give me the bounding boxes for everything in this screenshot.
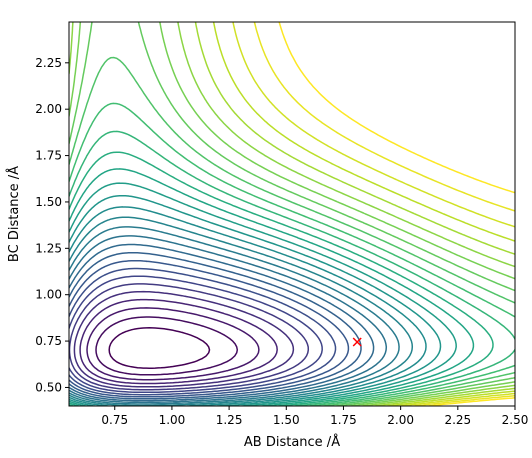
- contour-line: [69, 194, 442, 406]
- x-axis-ticks: 0.75 1.00 1.25 1.50 1.75 2.00 2.25 2.50: [101, 406, 528, 427]
- y-tick-label: 1.75: [35, 149, 62, 163]
- x-tick-label: 1.00: [159, 413, 186, 427]
- contour-line: [69, 182, 457, 406]
- contour-line: [69, 168, 475, 406]
- contour-line: [95, 316, 239, 376]
- x-axis-label: AB Distance /Å: [244, 434, 340, 450]
- x-tick-label: 2.50: [502, 413, 529, 427]
- y-axis-ticks: 0.50 0.75 1.00 1.25 1.50 1.75 2.00 2.25: [35, 56, 69, 394]
- contour-line: [69, 235, 388, 404]
- contour-line: [69, 275, 323, 394]
- contour-line: [69, 226, 400, 405]
- contour-line: [69, 283, 310, 391]
- x-tick-label: 1.75: [330, 413, 357, 427]
- contour-line: [73, 290, 295, 388]
- contour-line: [253, 22, 515, 406]
- y-tick-label: 1.25: [35, 241, 62, 255]
- x-tick-label: 2.25: [444, 413, 471, 427]
- contour-line: [212, 22, 515, 406]
- contour-line: [69, 206, 427, 406]
- y-tick-label: 1.50: [35, 195, 62, 209]
- minimum-marker: [352, 337, 362, 347]
- y-tick-label: 1.00: [35, 288, 62, 302]
- y-axis-label: BC Distance /Å: [6, 166, 22, 262]
- contour-line: [69, 251, 362, 400]
- contour-line: [69, 216, 414, 406]
- y-tick-label: 0.50: [35, 380, 62, 394]
- x-marker: [352, 337, 362, 347]
- contour-line: [69, 267, 337, 396]
- y-tick-label: 2.00: [35, 102, 62, 116]
- x-tick-label: 2.00: [387, 413, 414, 427]
- contour-line: [108, 327, 211, 369]
- x-tick-label: 0.75: [101, 413, 128, 427]
- x-tick-label: 1.25: [216, 413, 243, 427]
- x-tick-label: 1.50: [273, 413, 300, 427]
- contour-line: [69, 243, 375, 402]
- y-tick-label: 2.25: [35, 56, 62, 70]
- plot-frame: [68, 21, 516, 407]
- contour-line: [79, 298, 278, 385]
- contour-line: [86, 307, 260, 381]
- y-tick-label: 0.75: [35, 334, 62, 348]
- contour-line: [69, 151, 494, 406]
